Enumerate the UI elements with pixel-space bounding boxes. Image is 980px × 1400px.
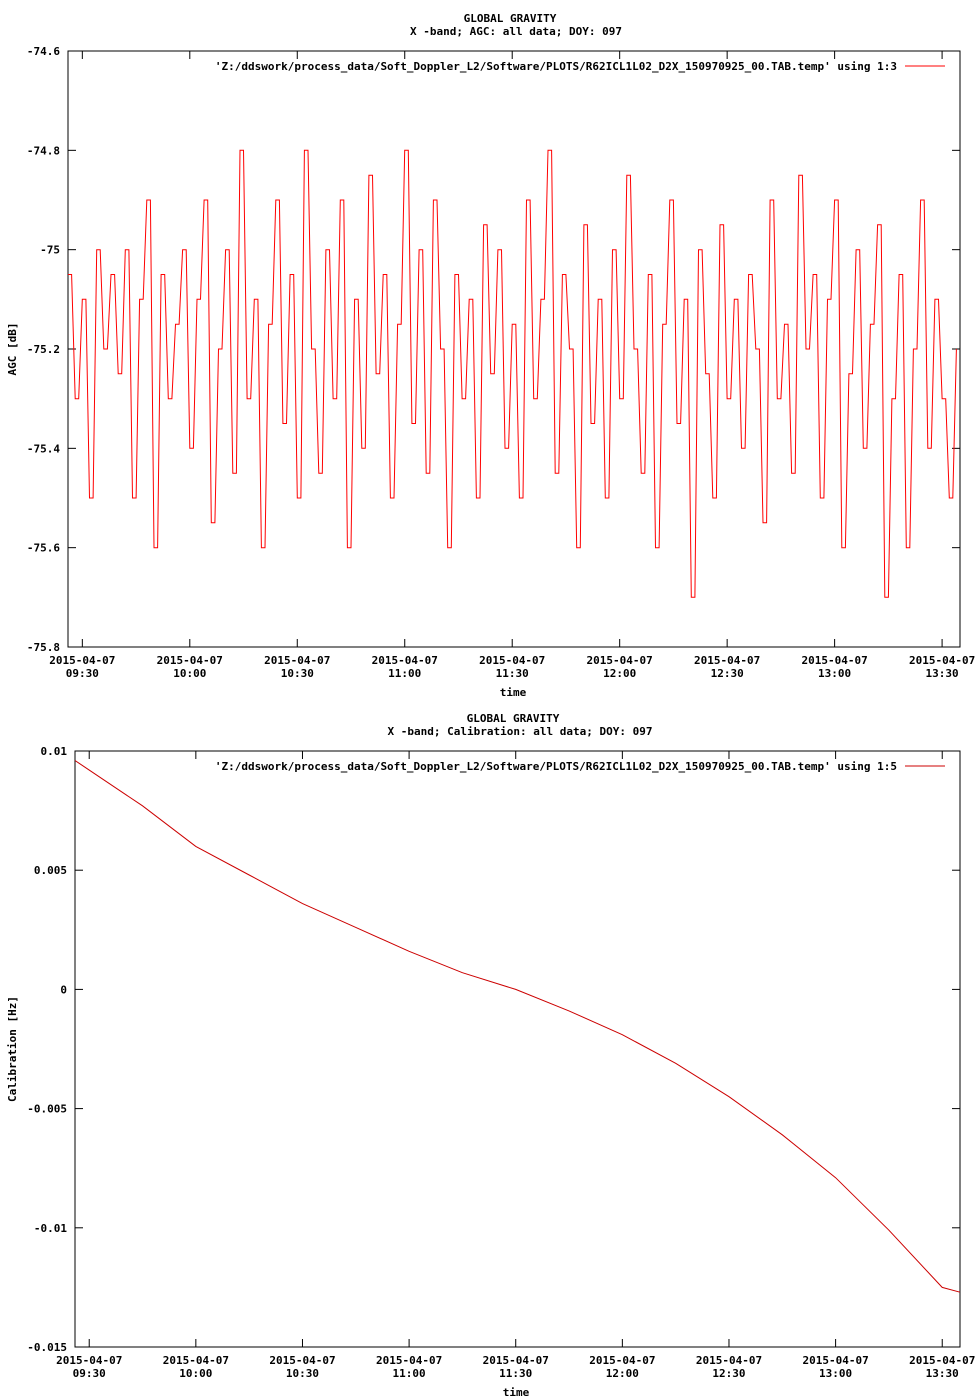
- y-tick-label: -0.005: [27, 1103, 67, 1116]
- x-tick-label-time: 12:00: [603, 667, 636, 680]
- x-tick-label-date: 2015-04-07: [802, 654, 868, 667]
- x-tick-label-time: 13:30: [926, 1367, 959, 1380]
- x-tick-label-date: 2015-04-07: [56, 1354, 122, 1367]
- chart-subtitle: X -band; Calibration: all data; DOY: 097: [388, 725, 653, 738]
- legend-label: 'Z:/ddswork/process_data/Soft_Doppler_L2…: [215, 760, 897, 773]
- chart-title: GLOBAL GRAVITY: [464, 12, 557, 25]
- y-tick-label: -74.8: [27, 144, 60, 157]
- y-tick-label: -74.6: [27, 45, 60, 58]
- y-axis: 0.01 0.005 0 -0.005 -0.01 -0.015: [27, 745, 960, 1354]
- x-tick-label-date: 2015-04-07: [694, 654, 760, 667]
- legend-label: 'Z:/ddswork/process_data/Soft_Doppler_L2…: [215, 60, 897, 73]
- x-tick-label-time: 10:30: [281, 667, 314, 680]
- x-tick-label-date: 2015-04-07: [376, 1354, 442, 1367]
- x-tick-label-date: 2015-04-07: [909, 654, 975, 667]
- agc-chart: GLOBAL GRAVITY X -band; AGC: all data; D…: [6, 12, 975, 699]
- x-tick-label-time: 09:30: [66, 667, 99, 680]
- y-axis: -74.6 -74.8 -75 -75.2 -75.4 -75.6 -75.8: [27, 45, 960, 654]
- x-tick-label-date: 2015-04-07: [269, 1354, 335, 1367]
- x-tick-label-date: 2015-04-07: [157, 654, 223, 667]
- x-tick-label-date: 2015-04-07: [589, 1354, 655, 1367]
- calibration-chart: GLOBAL GRAVITY X -band; Calibration: all…: [6, 712, 975, 1399]
- y-tick-label: 0.01: [41, 745, 68, 758]
- series-group: [68, 149, 957, 598]
- x-tick-label-time: 12:30: [711, 667, 744, 680]
- x-tick-label-time: 13:00: [819, 1367, 852, 1380]
- x-tick-label-date: 2015-04-07: [49, 654, 115, 667]
- x-tick-label-time: 10:00: [173, 667, 206, 680]
- x-tick-label-date: 2015-04-07: [163, 1354, 229, 1367]
- x-tick-label-time: 12:30: [712, 1367, 745, 1380]
- x-tick-label-time: 13:00: [818, 667, 851, 680]
- x-tick-label-time: 10:00: [179, 1367, 212, 1380]
- y-tick-label: 0.005: [34, 864, 67, 877]
- x-tick-label-time: 11:30: [499, 1367, 532, 1380]
- chart-title: GLOBAL GRAVITY: [467, 712, 560, 725]
- y-axis-label: AGC [dB]: [6, 323, 19, 376]
- x-tick-label-time: 12:00: [606, 1367, 639, 1380]
- x-tick-label-date: 2015-04-07: [483, 1354, 549, 1367]
- y-tick-label: -75.8: [27, 641, 60, 654]
- x-tick-label-date: 2015-04-07: [696, 1354, 762, 1367]
- series-line: [74, 760, 961, 1293]
- x-axis: 2015-04-0709:302015-04-0710:002015-04-07…: [56, 751, 975, 1380]
- x-tick-label-date: 2015-04-07: [802, 1354, 868, 1367]
- x-tick-label-date: 2015-04-07: [587, 654, 653, 667]
- series-group: [74, 760, 961, 1293]
- x-tick-label-date: 2015-04-07: [264, 654, 330, 667]
- x-axis: 2015-04-0709:302015-04-0710:002015-04-07…: [49, 51, 975, 680]
- y-tick-label: 0: [60, 983, 67, 996]
- x-tick-label-date: 2015-04-07: [372, 654, 438, 667]
- x-tick-label-time: 13:30: [926, 667, 959, 680]
- x-tick-label-date: 2015-04-07: [479, 654, 545, 667]
- series-line: [68, 149, 957, 598]
- y-tick-label: -75.6: [27, 542, 60, 555]
- x-tick-label-time: 09:30: [73, 1367, 106, 1380]
- y-tick-label: -75.2: [27, 343, 60, 356]
- x-tick-label-time: 10:30: [286, 1367, 319, 1380]
- x-tick-label-time: 11:30: [496, 667, 529, 680]
- y-axis-label: Calibration [Hz]: [6, 996, 19, 1102]
- x-tick-label-time: 11:00: [388, 667, 421, 680]
- x-tick-label-date: 2015-04-07: [909, 1354, 975, 1367]
- y-tick-label: -0.01: [34, 1222, 67, 1235]
- chart-subtitle: X -band; AGC: all data; DOY: 097: [410, 25, 622, 38]
- x-tick-label-time: 11:00: [393, 1367, 426, 1380]
- y-tick-label: -0.015: [27, 1341, 67, 1354]
- y-tick-label: -75: [40, 244, 60, 257]
- x-axis-label: time: [503, 1386, 530, 1399]
- x-axis-label: time: [500, 686, 527, 699]
- plot-frame: [74, 750, 961, 1348]
- y-tick-label: -75.4: [27, 442, 60, 455]
